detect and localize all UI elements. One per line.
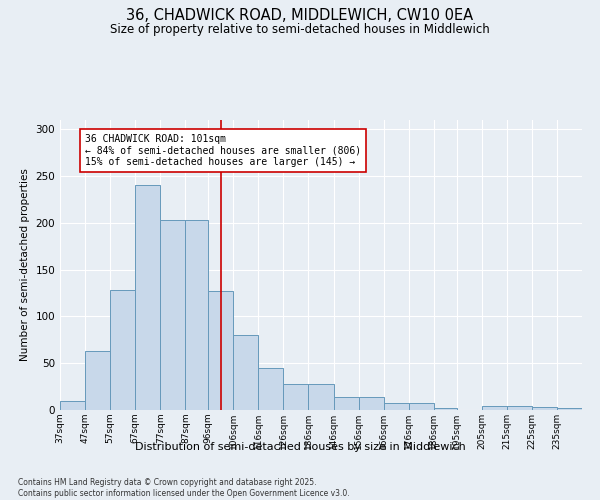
Bar [283,384,308,410]
Y-axis label: Number of semi-detached properties: Number of semi-detached properties [20,168,30,362]
Bar [532,407,557,410]
Bar [557,408,582,410]
Bar [135,186,160,410]
Bar [208,291,233,410]
Bar [185,220,208,410]
Bar [434,408,457,410]
Bar [507,406,532,410]
Text: Distribution of semi-detached houses by size in Middlewich: Distribution of semi-detached houses by … [134,442,466,452]
Bar [409,402,434,410]
Text: Size of property relative to semi-detached houses in Middlewich: Size of property relative to semi-detach… [110,22,490,36]
Bar [359,397,384,410]
Bar [334,397,359,410]
Bar [60,400,85,410]
Text: Contains HM Land Registry data © Crown copyright and database right 2025.
Contai: Contains HM Land Registry data © Crown c… [18,478,350,498]
Bar [160,220,185,410]
Bar [308,384,334,410]
Bar [85,351,110,410]
Text: 36 CHADWICK ROAD: 101sqm
← 84% of semi-detached houses are smaller (806)
15% of : 36 CHADWICK ROAD: 101sqm ← 84% of semi-d… [85,134,361,167]
Bar [233,335,258,410]
Bar [384,402,409,410]
Text: 36, CHADWICK ROAD, MIDDLEWICH, CW10 0EA: 36, CHADWICK ROAD, MIDDLEWICH, CW10 0EA [127,8,473,22]
Bar [482,406,507,410]
Bar [258,368,283,410]
Bar [110,290,135,410]
